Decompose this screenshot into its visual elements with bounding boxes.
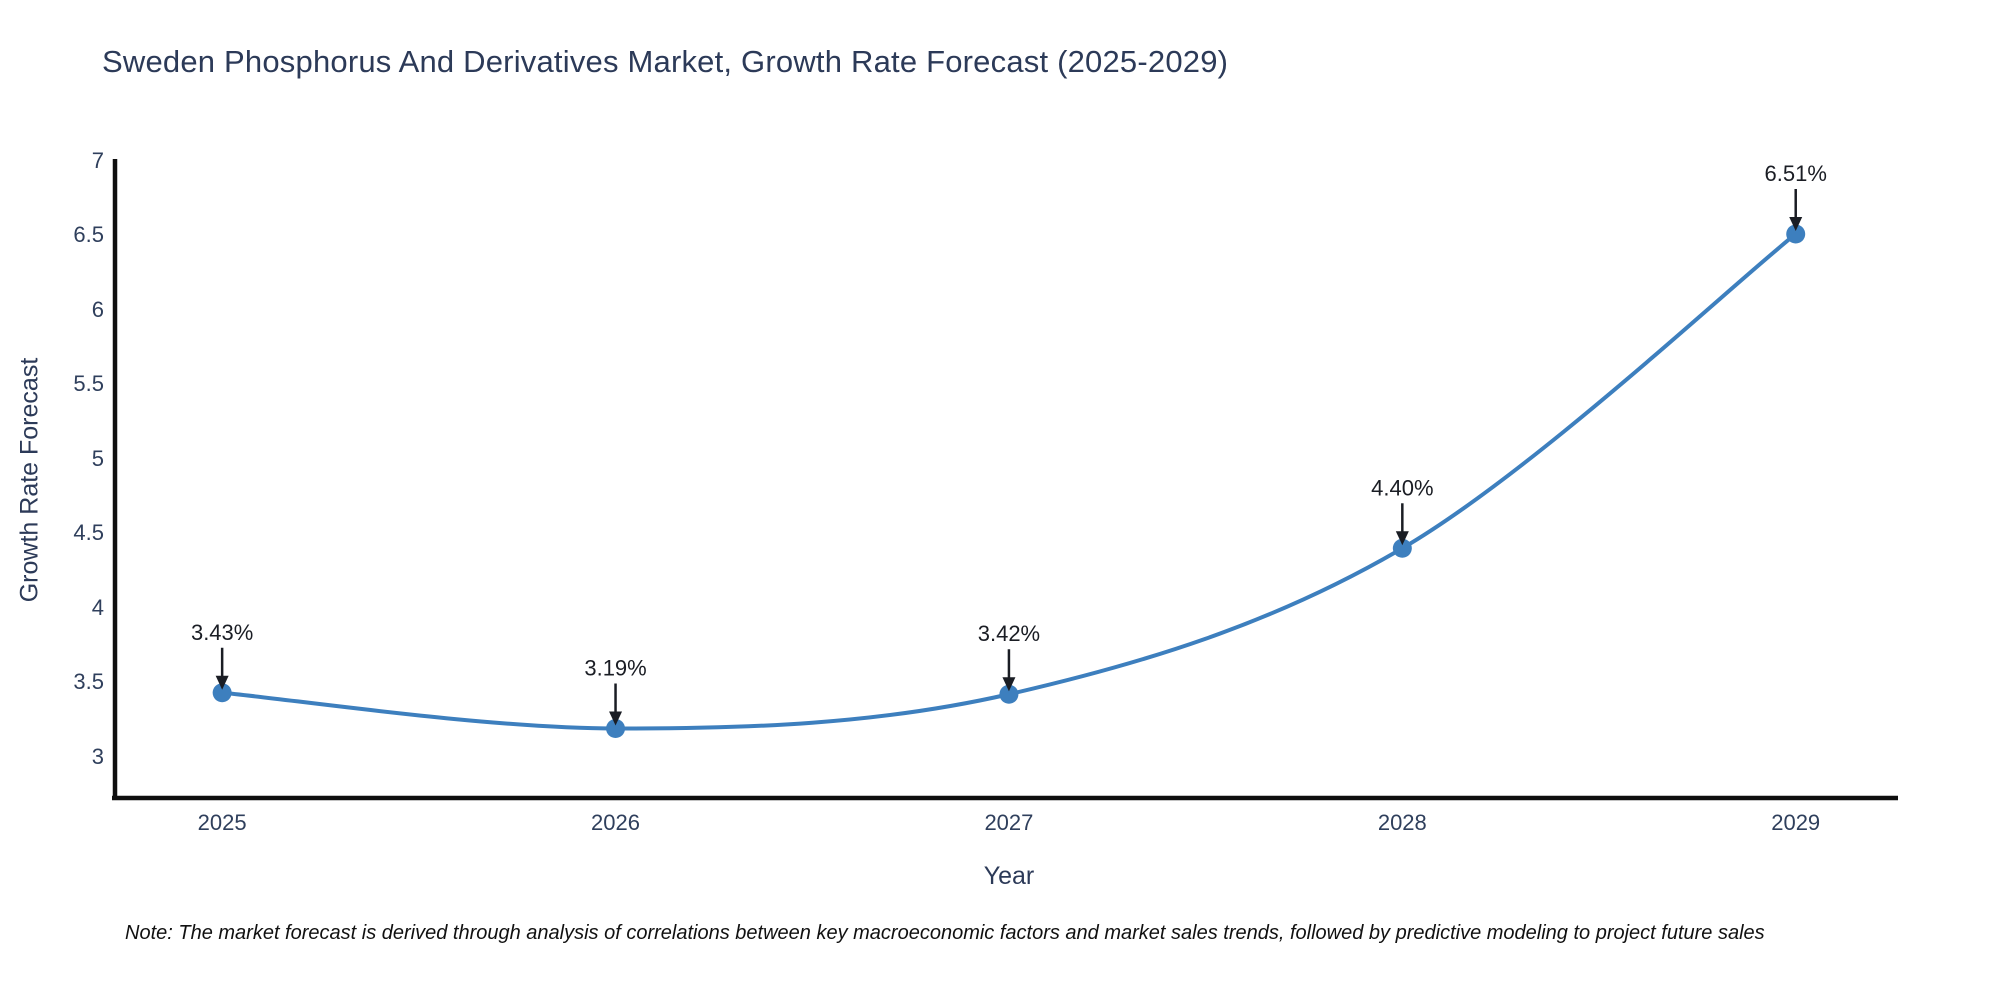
point-label: 3.43% (191, 620, 253, 645)
annotation-arrowhead-icon (215, 675, 229, 690)
annotations-group: 3.43% 3.19% 3.42% 4.40% 6.51% (191, 161, 1827, 726)
data-point-marker-2027[interactable] (999, 684, 1019, 704)
y-tick-label: 6.5 (73, 222, 104, 248)
data-point-marker-2028[interactable] (1392, 538, 1412, 558)
markers-group (212, 224, 1806, 739)
x-tick-label: 2029 (1771, 810, 1821, 835)
y-tick-label: 6 (91, 296, 104, 322)
y-tick-label: 4 (91, 594, 104, 620)
y-tick-label: 3.5 (73, 669, 104, 695)
x-tick-label: 2026 (591, 810, 640, 835)
x-tick-label: 2025 (197, 810, 247, 835)
data-point-marker-2026[interactable] (606, 719, 626, 739)
data-point-marker-2029[interactable] (1786, 224, 1806, 244)
y-tick-label: 4.5 (73, 520, 104, 546)
y-axis-title: Growth Rate Forecast (15, 357, 44, 603)
annotation-arrowhead-icon (1395, 531, 1409, 546)
point-label: 3.19% (584, 656, 646, 681)
series-line (221, 232, 1797, 731)
annotation-arrowhead-icon (609, 711, 623, 726)
x-tick-label: 2028 (1377, 810, 1427, 835)
chart-title: Sweden Phosphorus And Derivatives Market… (102, 44, 1229, 79)
y-tick-label: 5.5 (73, 371, 104, 397)
footnote: Note: The market forecast is derived thr… (125, 922, 1765, 944)
x-axis-title: Year (983, 862, 1035, 890)
y-tick-label: 3 (91, 743, 104, 769)
data-point-marker-2025[interactable] (212, 683, 232, 703)
point-label: 4.40% (1371, 475, 1433, 500)
point-label: 3.42% (978, 621, 1040, 646)
y-tick-label: 7 (91, 148, 104, 173)
annotation-arrowhead-icon (1789, 216, 1803, 231)
y-tick-label: 5 (91, 445, 104, 471)
annotation-arrowhead-icon (1002, 677, 1016, 692)
series-group (221, 232, 1797, 731)
point-label: 6.51% (1765, 161, 1827, 186)
x-tick-label: 2027 (984, 810, 1034, 835)
